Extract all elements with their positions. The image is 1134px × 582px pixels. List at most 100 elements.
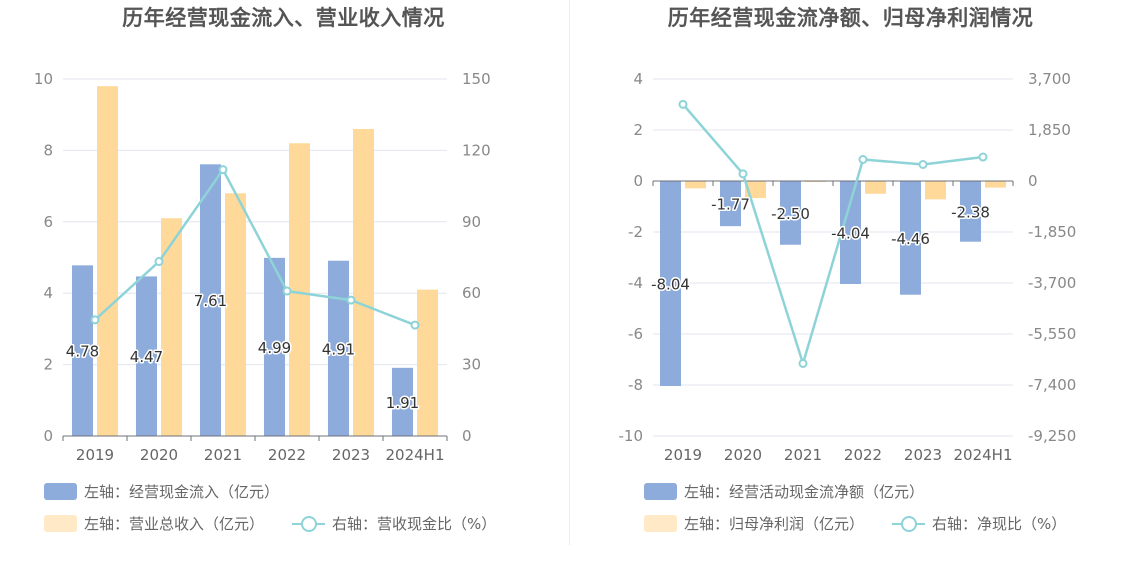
bar-secondary [417,289,438,436]
bar-primary [660,181,681,387]
ratio-point [410,320,420,330]
legend-item-net-cash-flow[interactable]: 左轴：经营活动现金流净额（亿元） [644,481,924,502]
left-axis-tick-label: 2 [633,121,643,139]
x-axis-tick-label: 2019 [76,446,114,464]
bar-primary [840,181,861,285]
bar-secondary [925,181,946,200]
bar-data-label: 4.99 [258,339,291,357]
x-axis-tick-label: 2022 [844,446,882,464]
bar-secondary [97,86,118,436]
left-axis-tick-label: -2 [628,223,643,241]
legend-label: 左轴：经营活动现金流净额（亿元） [684,483,925,501]
ratio-line [682,103,984,368]
bar-data-label: 4.47 [130,348,163,366]
x-axis-tick-label: 2020 [140,446,178,464]
legend-label: 左轴：营业总收入（亿元） [84,515,265,533]
x-axis-tick-label: 2020 [724,446,762,464]
bar-data-label: -2.50 [771,205,810,223]
left-axis-tick-label: 10 [34,70,53,88]
ratio-point [918,159,928,169]
bar-primary [328,260,349,436]
bar-data-label: -4.04 [831,225,870,243]
legend-swatch [644,515,677,532]
legend-line-marker-icon [892,515,925,532]
legend-swatch [44,515,77,532]
right-axis-tick-label: 0 [1028,172,1038,190]
legend-line-marker-icon [292,515,325,532]
ratio-point [154,257,164,267]
ratio-point [738,169,748,179]
bar-data-label: 4.78 [66,343,99,361]
ratio-point [678,99,688,109]
bar-primary [264,257,285,436]
legend-swatch [44,483,77,500]
bar-primary [960,181,981,242]
bar-primary [720,181,741,227]
bar-primary [200,164,221,436]
x-axis-tick-label: 2022 [268,446,306,464]
chart-panel-net-cash-flow: 历年经营现金流净额、归母净利润情况 -10 -8 -6 -4 -2 0 2 4 -9,250 -7… [567,0,1134,582]
legend-label: 左轴：归母净利润（亿元） [684,515,865,533]
bar-data-label: 4.91 [322,340,355,358]
bar-primary [136,276,157,436]
chart-title: 历年经营现金流净额、归母净利润情况 [667,6,1034,30]
right-axis-tick-label: 120 [462,141,491,159]
ratio-point [218,165,228,175]
right-axis-tick-label: 30 [462,356,481,374]
bar-primary [392,367,413,436]
chart-title: 历年经营现金流入、营业收入情况 [122,6,445,30]
chart-canvas: -10 -8 -6 -4 -2 0 2 4 -9,250 -7,400 -5,550 -3,700 -1… [619,70,1077,464]
ratio-point [346,295,356,305]
bar-data-label: 7.61 [194,292,227,310]
legend-swatch [644,483,677,500]
bar-secondary [225,193,246,436]
x-axis-tick-label: 2024H1 [386,446,445,464]
ratio-point [282,286,292,296]
legend-item-cash-inflow[interactable]: 左轴：经营现金流入（亿元） [44,481,279,502]
left-axis-tick-label: 4 [43,284,53,302]
bar-primary [72,265,93,436]
bar-primary [900,181,921,295]
legend-item-net-cash-ratio[interactable]: 右轴：净现比（%） [892,513,1066,534]
legend-label: 左轴：经营现金流入（亿元） [84,483,280,501]
bar-secondary [161,218,182,436]
chart-canvas: 0 2 4 6 8 10 0 30 60 90 120 150 2019 2020 2021 2022 2023… [34,70,491,464]
x-axis-tick-label: 2021 [204,446,242,464]
chart-panel-cash-inflow: 历年经营现金流入、营业收入情况 0 2 4 6 8 10 0 30 60 90 120 150 2019… [34,6,496,534]
right-axis-tick-label: 3,700 [1028,70,1071,88]
legend-item-net-profit[interactable]: 左轴：归母净利润（亿元） [644,513,864,534]
right-axis-tick-label: -5,550 [1028,325,1076,343]
ratio-line [94,167,416,327]
left-axis-tick-label: 4 [633,70,643,88]
right-axis-tick-label: -3,700 [1028,274,1076,292]
bar-data-label: -2.38 [951,203,990,221]
left-axis-tick-label: -6 [628,325,643,343]
left-axis-tick-label: -4 [628,274,643,292]
bar-data-label: -4.46 [891,230,930,248]
right-axis-tick-label: -7,400 [1028,376,1076,394]
x-axis-tick-label: 2021 [784,446,822,464]
legend-label: 右轴：营收现金比（%） [332,515,497,533]
legend-item-revenue[interactable]: 左轴：营业总收入（亿元） [44,513,264,534]
right-axis-tick-label: -9,250 [1028,427,1076,445]
ratio-point [858,154,868,164]
bar-secondary [289,143,310,436]
legend-item-cash-ratio[interactable]: 右轴：营收现金比（%） [292,513,496,534]
legend-label: 右轴：净现比（%） [932,515,1067,533]
ratio-point [90,315,100,325]
bar-data-label: -1.77 [711,196,750,214]
bar-secondary [685,181,706,189]
left-axis-tick-label: 8 [43,141,53,159]
bar-data-label: 1.91 [386,394,419,412]
right-axis-tick-label: 150 [462,70,491,88]
ratio-point [798,358,808,368]
panel-divider [569,0,570,545]
left-axis-tick-label: -8 [628,376,643,394]
left-axis-tick-label: 0 [43,427,53,445]
x-axis-tick-label: 2023 [332,446,370,464]
left-axis-tick-label: 0 [633,172,643,190]
right-axis-tick-label: 90 [462,213,481,231]
bar-data-label: -8.04 [651,276,690,294]
bar-secondary [805,181,826,183]
bar-secondary [865,181,886,194]
